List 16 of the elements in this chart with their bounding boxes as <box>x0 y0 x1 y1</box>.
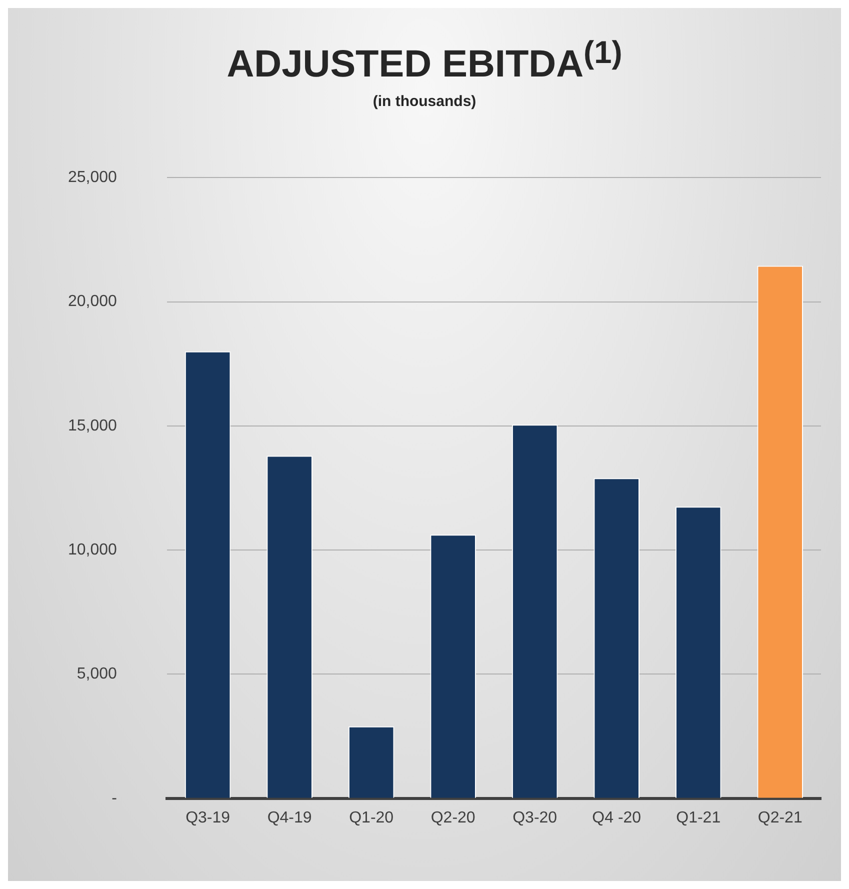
x-tick-label: Q1-21 <box>676 809 721 826</box>
y-tick-label: - <box>112 789 117 806</box>
x-tick-label: Q3-19 <box>186 809 230 826</box>
chart-subtitle: (in thousands) <box>372 92 478 110</box>
x-tick-label: Q1-20 <box>349 809 394 826</box>
y-tick-label: 20,000 <box>68 292 118 310</box>
chart-title: ADJUSTED EBITDA$^{(1)}$ <box>226 33 624 87</box>
x-tick-label: Q4 -20 <box>592 809 642 826</box>
y-tick-label: 5,000 <box>76 665 118 682</box>
y-tick-label: 10,000 <box>68 541 118 558</box>
y-tick-label: 25,000 <box>68 168 118 186</box>
x-tick-label: Q2-20 <box>430 809 476 826</box>
x-tick-label: Q4-19 <box>267 809 312 826</box>
x-tick-label: Q2-21 <box>758 809 802 826</box>
y-tick-label: 15,000 <box>68 416 118 434</box>
x-tick-label: Q3-20 <box>512 809 558 826</box>
